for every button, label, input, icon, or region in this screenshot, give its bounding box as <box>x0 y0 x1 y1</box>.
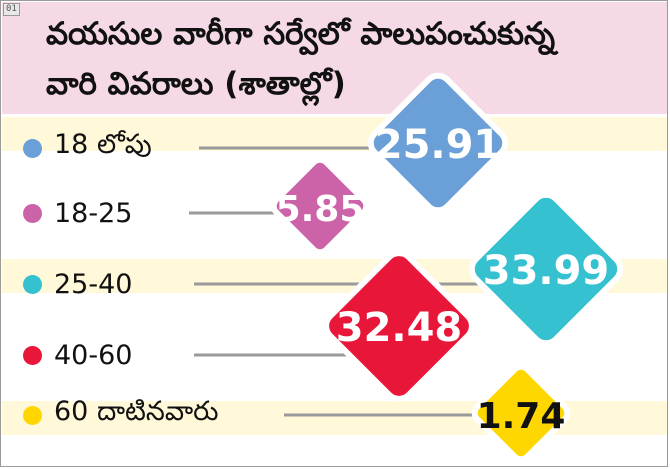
legend-label: 60 దాటినవారు <box>54 396 219 427</box>
diamond-mark <box>367 72 509 214</box>
chart-title-line-2: వారి వివరాలు (శాతాల్లో) <box>46 66 346 102</box>
chart-title-line-1: వయసుల వారీగా సర్వేలో పాలుపంచుకున్న <box>46 16 556 52</box>
legend-dot <box>23 138 42 158</box>
legend-item: 60 దాటినవారు <box>23 396 218 430</box>
value-label: 32.48 <box>336 305 463 351</box>
legend-dot <box>23 203 42 223</box>
legend-dot <box>23 274 42 294</box>
legend-item: 40-60 <box>23 339 133 371</box>
diamond-mark <box>468 191 624 347</box>
diamond-mark <box>471 363 571 463</box>
legend-dot <box>23 405 42 425</box>
title-banner: వయసుల వారీగా సర్వేలో పాలుపంచుకున్న వారి … <box>2 2 667 114</box>
diamond-mark <box>270 156 370 256</box>
legend-label: 18-25 <box>54 197 133 229</box>
value-label: 1.74 <box>477 396 566 437</box>
legend-label: 18 లోపు <box>54 129 152 160</box>
diamond-mark <box>323 250 475 402</box>
value-label: 5.85 <box>276 189 365 230</box>
corner-badge: 01 <box>3 3 20 16</box>
value-label: 25.91 <box>375 122 502 168</box>
legend-dot <box>23 345 42 365</box>
legend-item: 18 లోపు <box>23 129 152 163</box>
legend-item: 18-25 <box>23 197 133 229</box>
row-stripe <box>2 117 667 151</box>
value-label: 33.99 <box>483 248 610 294</box>
legend-label: 25-40 <box>54 268 133 300</box>
legend-item: 25-40 <box>23 268 133 300</box>
legend-label: 40-60 <box>54 339 133 371</box>
